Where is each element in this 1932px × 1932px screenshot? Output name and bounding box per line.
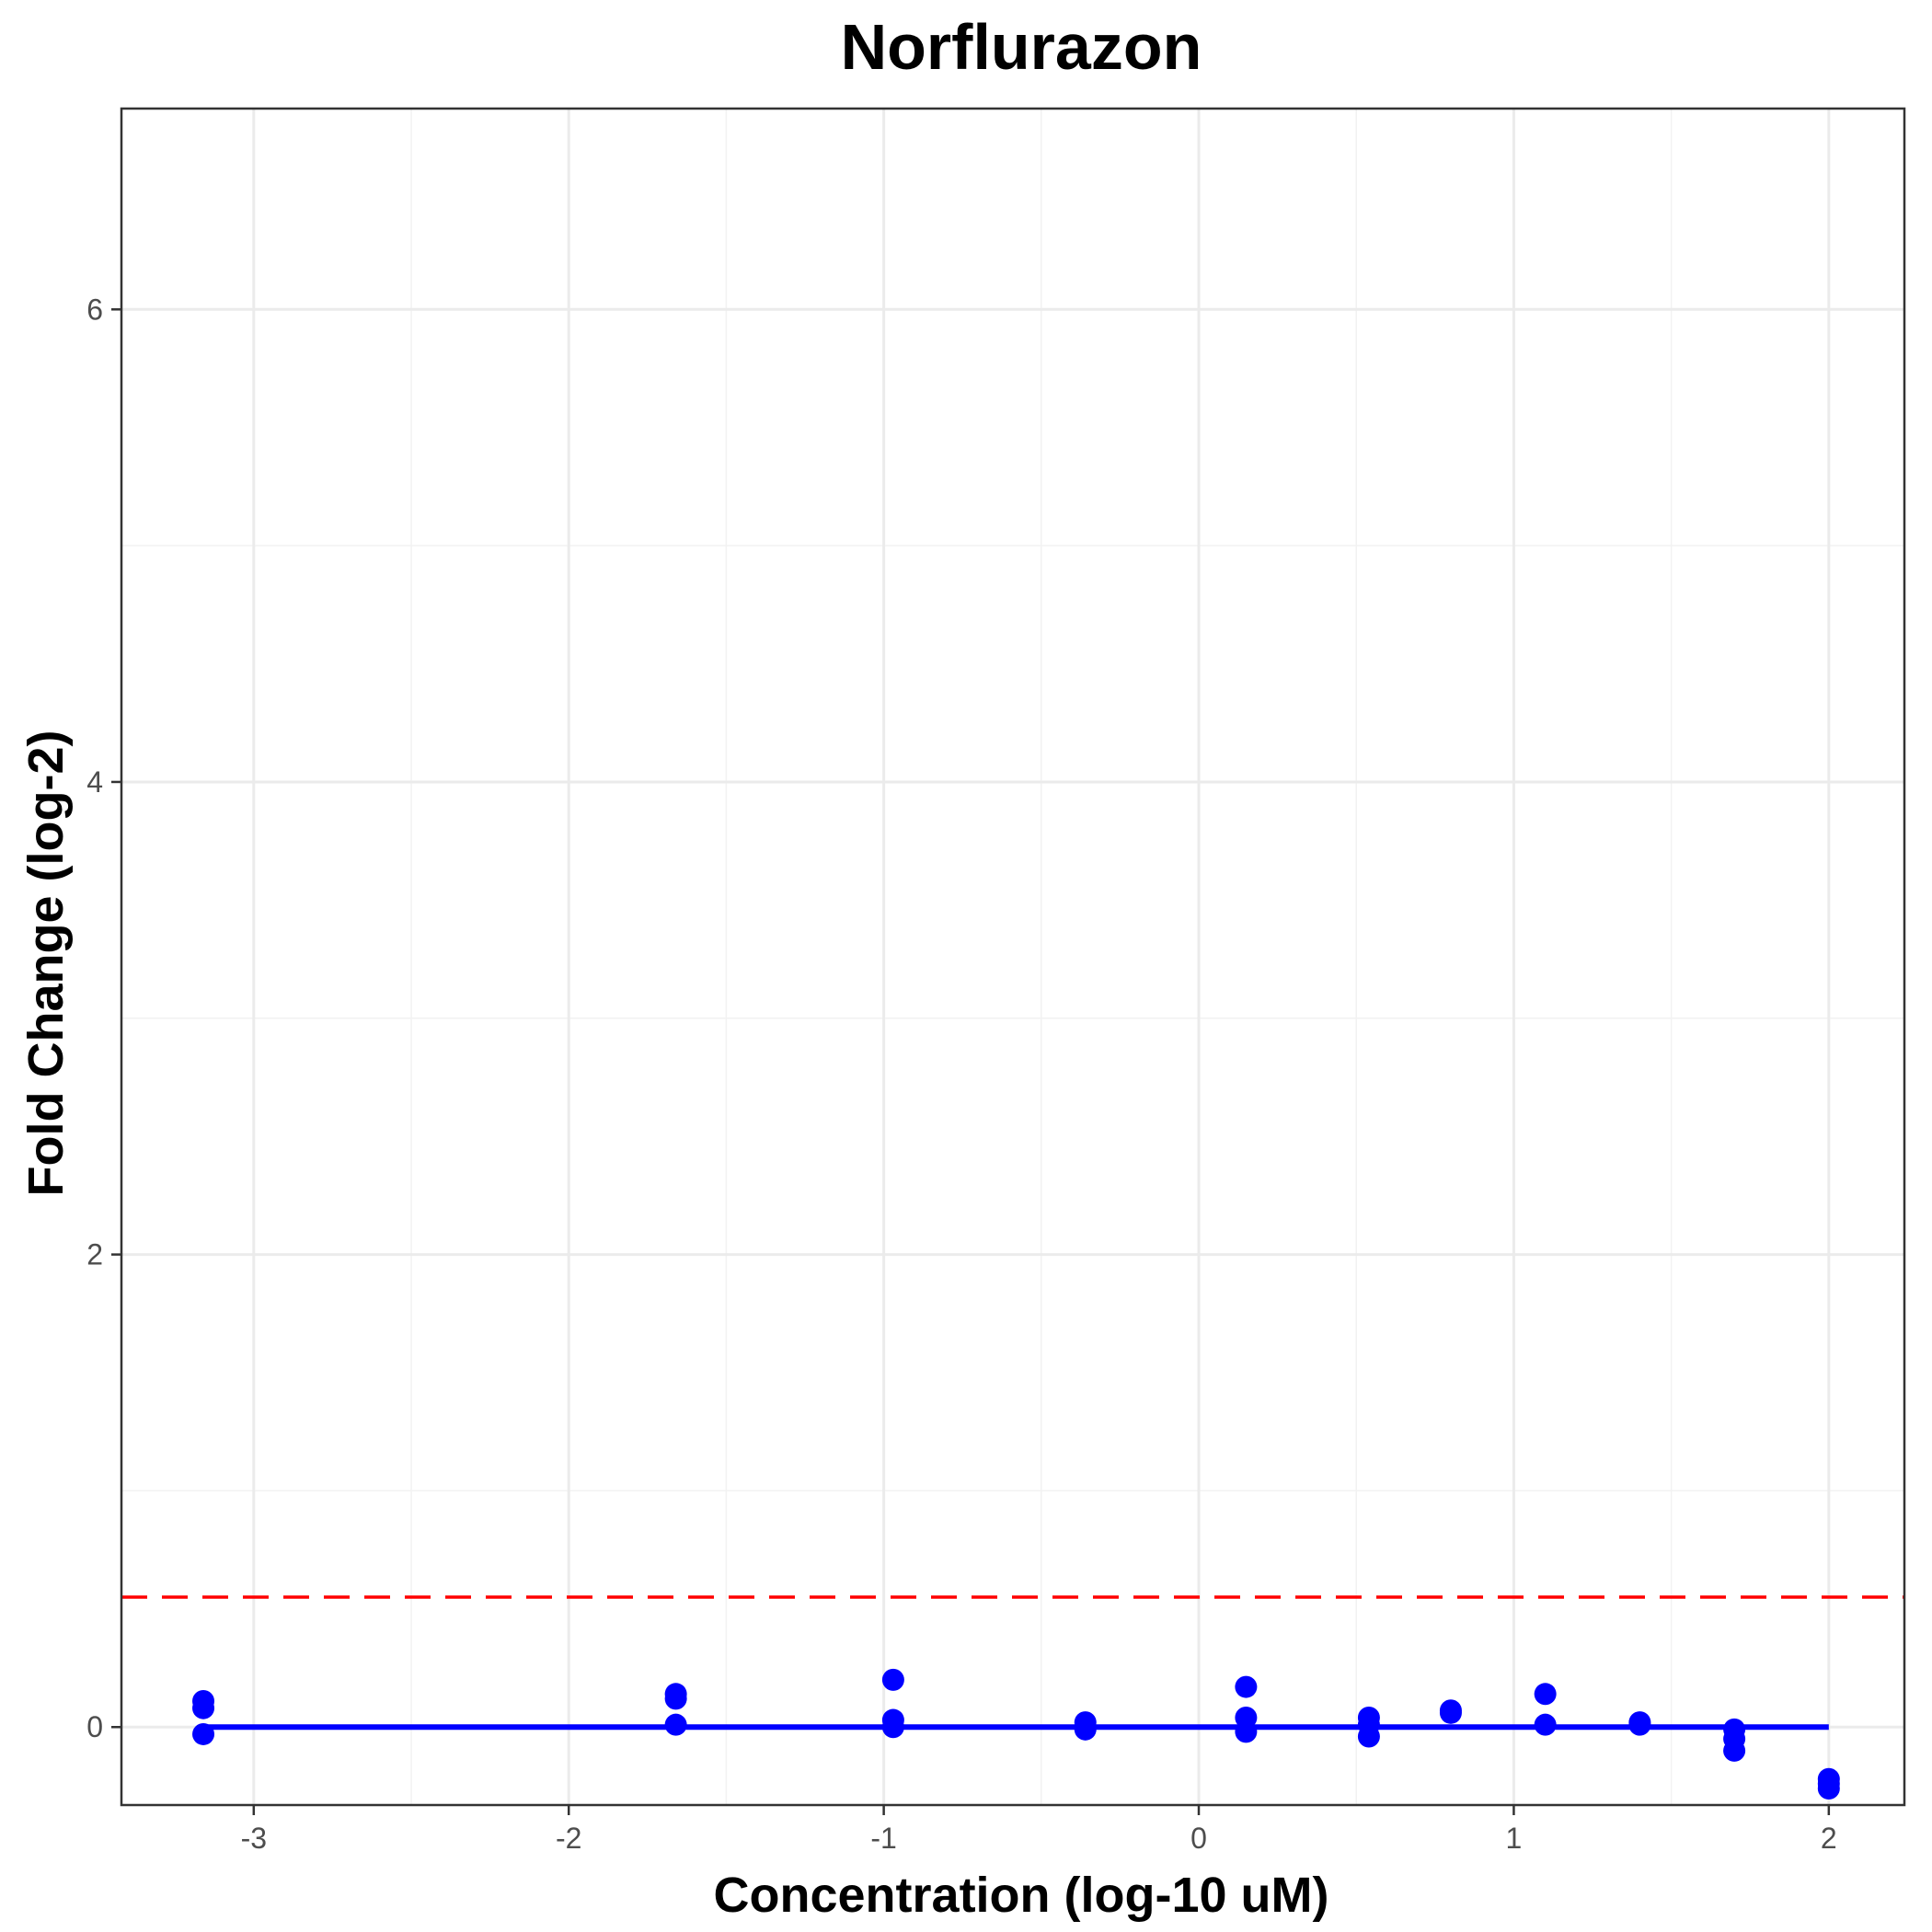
- x-axis-ticks: -3 -2 -1 0 1 2: [241, 1805, 1837, 1855]
- y-axis-ticks: 0 2 4 6: [86, 293, 121, 1743]
- data-point: [1439, 1701, 1462, 1724]
- data-point: [1357, 1725, 1380, 1748]
- data-point: [1628, 1713, 1651, 1736]
- y-tick-label: 4: [86, 765, 103, 799]
- data-point: [664, 1713, 687, 1736]
- chart-title: Norflurazon: [841, 11, 1202, 83]
- data-point: [1534, 1713, 1557, 1736]
- y-tick-label: 2: [86, 1238, 103, 1271]
- data-point: [1074, 1718, 1097, 1741]
- y-tick-label: 0: [86, 1710, 103, 1743]
- data-point: [192, 1696, 215, 1719]
- x-tick-label: 0: [1190, 1822, 1207, 1855]
- x-tick-label: 1: [1506, 1822, 1523, 1855]
- data-point: [1534, 1683, 1557, 1706]
- data-point: [881, 1716, 904, 1739]
- data-point: [192, 1722, 215, 1745]
- x-axis-title: Concentration (log-10 uM): [714, 1868, 1329, 1923]
- x-tick-label: -1: [870, 1822, 896, 1855]
- data-point: [1817, 1777, 1840, 1800]
- data-point: [881, 1668, 904, 1691]
- x-tick-label: -2: [556, 1822, 581, 1855]
- plot-border: [120, 107, 1906, 1807]
- data-point: [664, 1687, 687, 1710]
- x-tick-label: -3: [241, 1822, 267, 1855]
- y-axis-title: Fold Change (log-2): [18, 730, 74, 1197]
- grid: [121, 109, 1904, 1805]
- data-point: [1235, 1675, 1258, 1698]
- y-tick-label: 6: [86, 293, 103, 326]
- data-point: [1235, 1720, 1258, 1743]
- points-layer: [192, 1668, 1840, 1800]
- data-point: [1723, 1739, 1746, 1762]
- x-tick-label: 2: [1821, 1822, 1837, 1855]
